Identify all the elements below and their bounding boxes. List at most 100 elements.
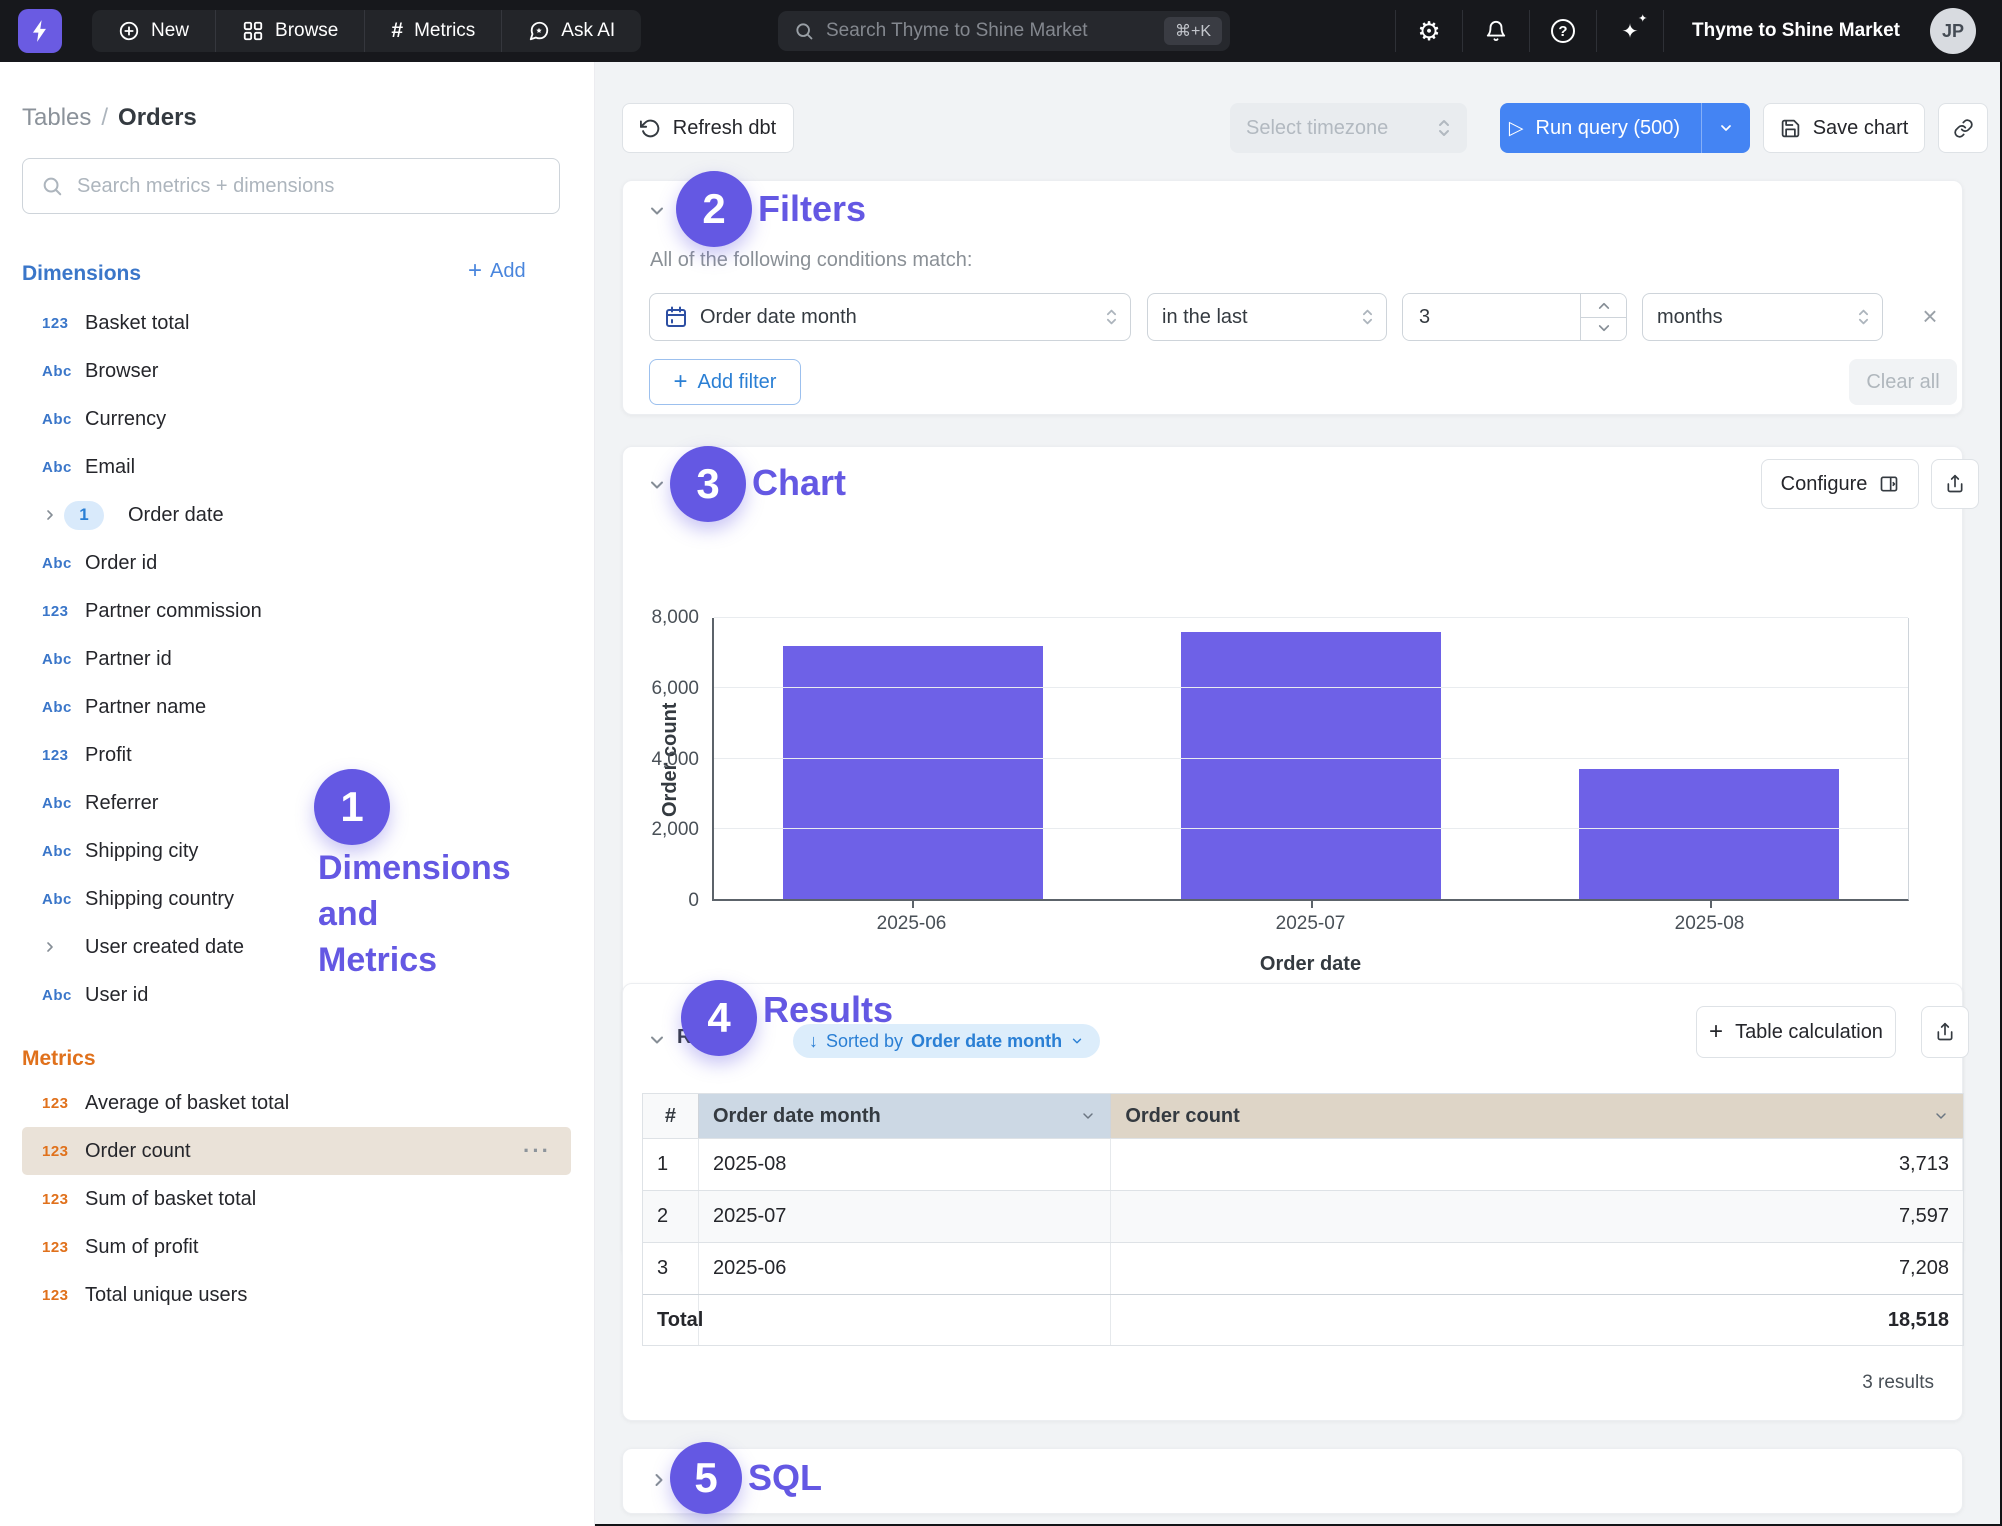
sidebar-dimension-row[interactable]: Abc Partner name (22, 683, 571, 731)
dimensions-list: 123 Basket total Abc Browser Abc Currency Abc E… (0, 299, 595, 1019)
sql-expand-chevron[interactable] (649, 1470, 669, 1490)
sidebar-dimension-row[interactable]: Abc Referrer (22, 779, 571, 827)
annotation-circle-3: 3 (670, 446, 746, 522)
header-metric-column[interactable]: Order count (1111, 1094, 1963, 1138)
run-query-button[interactable]: ▷ Run query (500) (1500, 103, 1689, 153)
row-index-cell: 1 (643, 1139, 699, 1190)
global-search-input[interactable] (826, 20, 1152, 42)
bar[interactable] (1181, 632, 1441, 899)
dimension-cell: 2025-07 (699, 1191, 1112, 1242)
nav-ask-ai-button[interactable]: Ask AI (502, 10, 641, 52)
x-tick-label: 2025-06 (712, 900, 1111, 935)
sort-pill[interactable]: ↓ Sorted by Order date month (793, 1024, 1101, 1058)
sidebar-dimension-row[interactable]: Abc Email (22, 443, 571, 491)
fields-search-input[interactable] (77, 174, 541, 198)
help-icon: ? (1551, 19, 1575, 43)
sidebar-dimension-row[interactable]: Abc Currency (22, 395, 571, 443)
global-search[interactable]: ⌘+K (778, 11, 1230, 51)
sidebar-dimension-row[interactable]: 123 Profit (22, 731, 571, 779)
sidebar-metric-row[interactable]: 123 Average of basket total (22, 1079, 571, 1127)
bar[interactable] (783, 645, 1043, 899)
field-type-icon: Abc (42, 986, 72, 1004)
chart-export-button[interactable] (1931, 459, 1979, 509)
sidebar-dimension-row[interactable]: Abc Browser (22, 347, 571, 395)
user-avatar[interactable]: JP (1930, 8, 1976, 54)
results-export-button[interactable] (1921, 1006, 1969, 1058)
sidebar-dimension-row[interactable]: Abc Shipping city (22, 827, 571, 875)
top-navbar: New Browse # Metrics Ask AI ⌘+K ⚙ (0, 0, 2002, 62)
chart-collapse-chevron[interactable] (647, 475, 667, 495)
breadcrumb-tables-link[interactable]: Tables (22, 104, 92, 131)
refresh-dbt-button[interactable]: Refresh dbt (622, 103, 794, 153)
stepper-up-button[interactable] (1581, 294, 1626, 318)
x-tick-mark (1709, 900, 1712, 908)
add-dimension-button[interactable]: + Add (468, 259, 526, 283)
save-chart-button[interactable]: Save chart (1763, 103, 1925, 153)
filter-unit-select[interactable]: months (1642, 293, 1883, 341)
field-type-icon: 123 (42, 1190, 69, 1208)
chevron-down-icon[interactable] (1080, 1108, 1096, 1124)
sidebar-metric-row[interactable]: 123 Sum of basket total (22, 1175, 571, 1223)
configure-button[interactable]: Configure (1761, 459, 1919, 509)
org-switcher[interactable]: Thyme to Shine Market (1663, 10, 1928, 52)
copy-link-button[interactable] (1938, 103, 1988, 153)
filter-unit-value: months (1657, 305, 1723, 328)
field-type-icon: Abc (42, 554, 72, 572)
field-menu-dots[interactable]: ··· (523, 1138, 551, 1163)
filters-collapse-chevron[interactable] (647, 201, 667, 221)
results-collapse-chevron[interactable] (647, 1030, 667, 1050)
table-calculation-button[interactable]: + Table calculation (1696, 1006, 1896, 1058)
bar-chart-plot (712, 617, 1909, 901)
y-tick-label: 6,000 (651, 677, 699, 699)
header-dimension-column[interactable]: Order date month (698, 1094, 1112, 1138)
sidebar-metric-row[interactable]: 123 Sum of profit (22, 1223, 571, 1271)
chevron-down-icon[interactable] (1933, 1108, 1949, 1124)
chevron-right-icon[interactable] (42, 507, 64, 523)
remove-filter-button[interactable]: × (1922, 301, 1938, 331)
nav-new-button[interactable]: New (92, 10, 217, 52)
bell-icon (1485, 20, 1507, 42)
chart-title: Chart (752, 462, 847, 503)
filter-field-select[interactable]: Order date month (649, 293, 1131, 341)
sidebar-dimension-row[interactable]: Abc Shipping country (22, 875, 571, 923)
nav-browse-button[interactable]: Browse (216, 10, 366, 52)
sidebar-dimension-row[interactable]: Abc Partner id (22, 635, 571, 683)
filter-value-input-wrap (1402, 293, 1627, 341)
bar[interactable] (1579, 768, 1839, 899)
settings-button[interactable]: ⚙ (1395, 10, 1462, 52)
bar-series (714, 618, 1908, 899)
table-row[interactable]: 1 2025-08 3,713 (643, 1138, 1963, 1190)
ai-assistant-button[interactable]: ✦ ✦ (1596, 10, 1663, 52)
sidebar-dimension-row[interactable]: User created date (22, 923, 571, 971)
chevron-right-icon[interactable] (42, 939, 64, 955)
filter-operator-select[interactable]: in the last (1147, 293, 1387, 341)
sidebar-metric-row[interactable]: 123 Order count ··· (22, 1127, 571, 1175)
sidebar-dimension-row[interactable]: 123 Basket total (22, 299, 571, 347)
sidebar-dimension-row[interactable]: Abc User id (22, 971, 571, 1019)
refresh-dbt-label: Refresh dbt (672, 116, 777, 139)
clear-all-button[interactable]: Clear all (1849, 359, 1957, 405)
nav-metrics-button[interactable]: # Metrics (365, 10, 503, 52)
sidebar-metric-row[interactable]: 123 Total unique users (22, 1271, 571, 1319)
help-button[interactable]: ? (1529, 10, 1596, 52)
timezone-select[interactable]: Select timezone (1230, 103, 1467, 153)
table-calculation-label: Table calculation (1735, 1020, 1883, 1043)
app-logo[interactable] (18, 9, 62, 53)
notifications-button[interactable] (1462, 10, 1529, 52)
table-row[interactable]: 3 2025-06 7,208 (643, 1242, 1963, 1294)
timezone-placeholder: Select timezone (1246, 116, 1389, 139)
field-label: Average of basket total (85, 1091, 290, 1114)
nav-metrics-label: Metrics (414, 20, 476, 41)
stepper-down-button[interactable] (1581, 318, 1626, 341)
field-type-icon: Abc (42, 842, 72, 860)
run-query-options-button[interactable] (1701, 103, 1750, 153)
table-row[interactable]: 2 2025-07 7,597 (643, 1190, 1963, 1242)
results-table-body: 1 2025-08 3,713 2 2025-07 7,597 3 2025-06 7,208 (643, 1138, 1963, 1294)
total-value-cell: 18,518 (1887, 1308, 1949, 1331)
field-type-icon: Abc (42, 410, 72, 428)
sidebar-dimension-row[interactable]: 123 Partner commission (22, 587, 571, 635)
sidebar-dimension-row[interactable]: Abc Order id (22, 539, 571, 587)
fields-search[interactable] (22, 158, 560, 214)
add-filter-button[interactable]: + Add filter (649, 359, 801, 405)
sidebar-dimension-row[interactable]: 1 Order date (22, 491, 571, 539)
